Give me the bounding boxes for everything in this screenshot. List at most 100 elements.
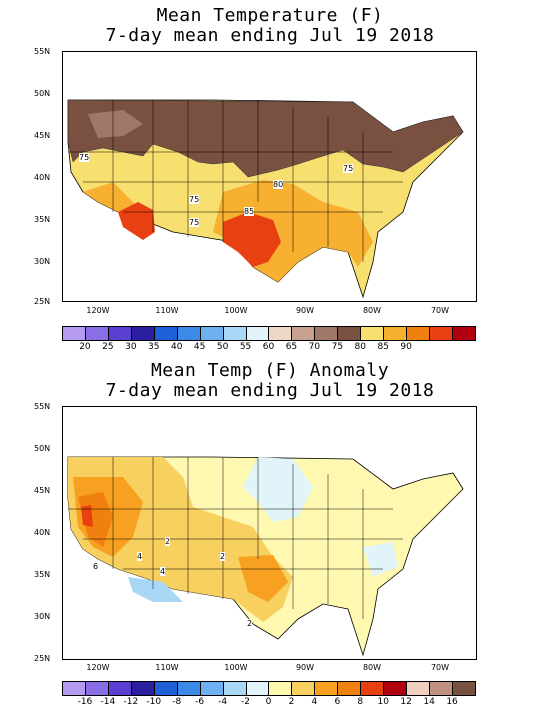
legend-swatch: [269, 682, 293, 695]
map1-lat-label: 25N: [34, 297, 51, 306]
legend-label: -12: [123, 697, 139, 707]
map2-contour-label: 2: [165, 537, 171, 546]
map1-title-line2: 7-day mean ending Jul 19 2018: [105, 25, 435, 46]
map2-lon-label: 120W: [86, 663, 110, 672]
legend-label: -8: [172, 697, 182, 707]
map2-lon-label: 90W: [295, 663, 315, 672]
legend-label: 2: [288, 697, 295, 707]
legend-label: 40: [170, 342, 183, 352]
map1-brown-light-nw: [88, 110, 143, 138]
map2-contour-label: 4: [160, 567, 166, 576]
legend-swatch: [269, 327, 293, 340]
legend-label: 35: [148, 342, 160, 352]
legend-swatch: [430, 327, 453, 340]
map2-lon-label: 110W: [155, 663, 179, 672]
map2-cool-north: [243, 457, 313, 522]
map2-lon-label: 70W: [430, 663, 450, 672]
map1-color-legend: [62, 326, 476, 341]
map1-contour-label: 80: [273, 180, 284, 189]
map2-svg: [63, 407, 476, 659]
legend-swatch: [108, 327, 132, 340]
legend-label: -2: [241, 697, 251, 707]
map1-brown-north: [67, 99, 464, 178]
map2-lat-label: 45N: [34, 486, 51, 495]
legend-label: 45: [193, 342, 206, 352]
legend-swatch: [407, 327, 430, 340]
legend-swatch: [154, 327, 178, 340]
legend-label: 70: [308, 342, 321, 352]
legend-swatch: [200, 682, 224, 695]
legend-swatch: [85, 327, 109, 340]
map2-contour-label: 2: [247, 619, 253, 628]
legend-label: 80: [354, 342, 366, 352]
legend-label: 85: [377, 342, 389, 352]
legend-label: 75: [331, 342, 344, 352]
legend-swatch: [292, 682, 316, 695]
legend-label: 12: [400, 697, 412, 707]
legend-label: 0: [265, 697, 272, 707]
legend-label: 6: [334, 697, 341, 707]
legend-swatch: [200, 327, 224, 340]
map2-orange-tx: [238, 555, 288, 602]
legend-label: 65: [285, 342, 298, 352]
map2-title-line1: Mean Temp (F) Anomaly: [150, 360, 390, 381]
legend-swatch: [430, 682, 453, 695]
legend-swatch: [85, 682, 109, 695]
map1-lat-label: 50N: [34, 89, 51, 98]
legend-label: 25: [102, 342, 114, 352]
map1-contour-label: 75: [189, 195, 200, 204]
map2-color-legend: [62, 681, 476, 696]
map2-cool-se: [363, 542, 398, 577]
map1-lat-label: 55N: [34, 47, 51, 56]
legend-label: -10: [146, 697, 162, 707]
map2-contour-label: 6: [93, 562, 99, 571]
map1-red-texas: [223, 212, 281, 267]
legend-label: -4: [218, 697, 228, 707]
map2-cool-az: [128, 577, 183, 602]
legend-swatch: [338, 327, 362, 340]
map1-title-line1: Mean Temperature (F): [156, 5, 384, 26]
legend-label: 16: [446, 697, 458, 707]
map2-lon-label: 100W: [224, 663, 248, 672]
map2-frame: 6 4 2 2 4 2: [62, 406, 477, 660]
map1-lon-label: 100W: [224, 306, 248, 315]
map1-lon-label: 120W: [86, 306, 110, 315]
legend-label: 60: [262, 342, 275, 352]
map1-lon-label: 90W: [295, 306, 315, 315]
legend-swatch: [384, 327, 408, 340]
legend-label: 8: [357, 697, 364, 707]
map2-contour-label: 2: [220, 552, 226, 561]
map2-lat-label: 25N: [34, 654, 51, 663]
map2-lat-label: 50N: [34, 444, 51, 453]
map1-frame: 75 75 80 75 75 85: [62, 51, 477, 302]
map1-contour-label: 85: [244, 207, 255, 216]
legend-label: 55: [239, 342, 252, 352]
map2-contour-label: 4: [137, 552, 143, 561]
map1-brown-center: [203, 110, 303, 136]
map1-red-az: [118, 202, 155, 240]
legend-label: -16: [77, 697, 93, 707]
legend-swatch: [361, 327, 385, 340]
legend-swatch: [452, 682, 475, 695]
map1-contour-label: 75: [79, 153, 90, 162]
legend-label: 4: [311, 697, 318, 707]
legend-label: -14: [100, 697, 116, 707]
legend-swatch: [338, 682, 362, 695]
legend-label: 14: [423, 697, 435, 707]
legend-swatch: [154, 682, 178, 695]
map1-svg: [63, 52, 476, 301]
legend-swatch: [108, 682, 132, 695]
legend-swatch: [315, 327, 339, 340]
legend-swatch: [63, 327, 86, 340]
legend-swatch: [452, 327, 475, 340]
legend-label: 10: [377, 697, 389, 707]
map1-lon-label: 80W: [362, 306, 382, 315]
map1-contour-label: 75: [343, 164, 354, 173]
legend-swatch: [315, 682, 339, 695]
map2-title-line2: 7-day mean ending Jul 19 2018: [105, 380, 435, 401]
legend-swatch: [361, 682, 385, 695]
legend-label: 90: [400, 342, 412, 352]
legend-swatch: [177, 682, 201, 695]
legend-swatch: [292, 327, 316, 340]
map2-lat-label: 30N: [34, 612, 51, 621]
